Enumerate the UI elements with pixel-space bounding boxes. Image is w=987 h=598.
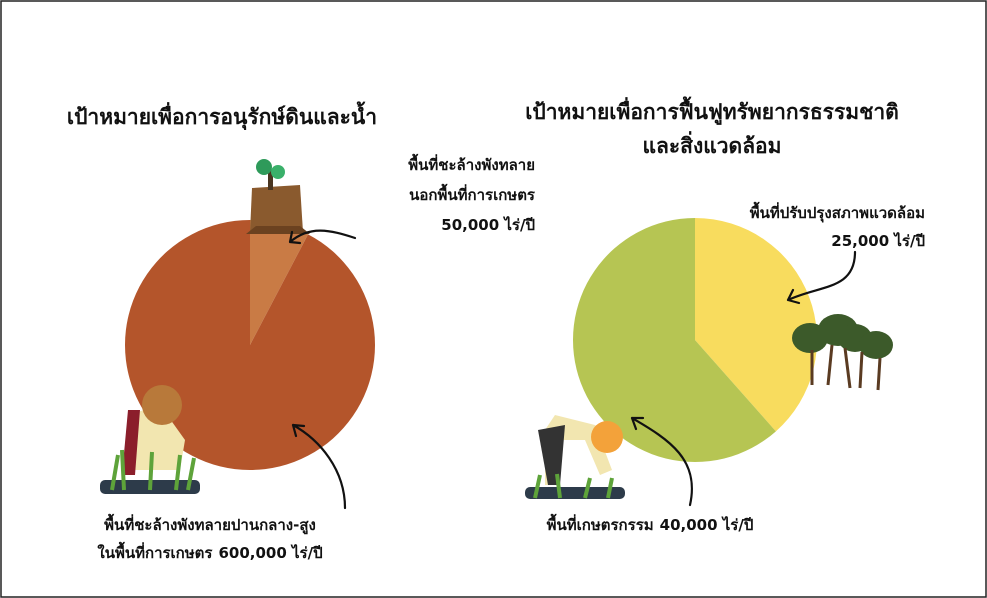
slice-label-line: พื้นที่ชะล้างพังทลายปานกลาง-สูง bbox=[104, 513, 316, 535]
slice-label-line: นอกพื้นที่การเกษตร bbox=[409, 183, 536, 204]
value-label: 600,000 ไร่/ปี bbox=[218, 543, 322, 562]
chart-title: เป้าหมายเพื่อการฟื้นฟูทรัพยากรธรรมชาติ bbox=[525, 96, 899, 126]
slice-label-line: พื้นที่ปรับปรุงสภาพแวดล้อม bbox=[750, 201, 925, 223]
value-label: 25,000 ไร่/ปี bbox=[831, 231, 925, 250]
value-label: 50,000 ไร่/ปี bbox=[441, 215, 535, 234]
chart-title: และสิ่งแวดล้อม bbox=[642, 130, 781, 158]
value-label-text: 50,000 ไร่/ปี bbox=[441, 215, 535, 234]
slice-label: ในพื้นที่การเกษตร 600,000 ไร่/ปี bbox=[97, 541, 322, 562]
chart-title: เป้าหมายเพื่อการอนุรักษ์ดินและน้ำ bbox=[67, 101, 377, 131]
infographic: เป้าหมายเพื่อการอนุรักษ์ดินและน้ำพื้นที่… bbox=[0, 0, 987, 598]
slice-label: นอกพื้นที่การเกษตร bbox=[409, 183, 536, 204]
value-label-text: 25,000 ไร่/ปี bbox=[831, 231, 925, 250]
slice-label: พื้นที่ชะล้างพังทลายปานกลาง-สูง bbox=[104, 513, 316, 535]
slice-label-line: พื้นที่ชะล้างพังทลาย bbox=[408, 153, 535, 174]
slice-label-line: พื้นที่เกษตรกรรม bbox=[547, 513, 654, 534]
slice-label-line: ในพื้นที่การเกษตร bbox=[97, 541, 213, 562]
value-label: 40,000 ไร่/ปี bbox=[660, 515, 754, 534]
slice-label: พื้นที่ชะล้างพังทลาย bbox=[408, 153, 535, 174]
page: เป้าหมายเพื่อการอนุรักษ์ดินและน้ำพื้นที่… bbox=[0, 0, 987, 598]
slice-label: พื้นที่ปรับปรุงสภาพแวดล้อม bbox=[750, 201, 925, 223]
slice-label: พื้นที่เกษตรกรรม 40,000 ไร่/ปี bbox=[547, 513, 754, 534]
